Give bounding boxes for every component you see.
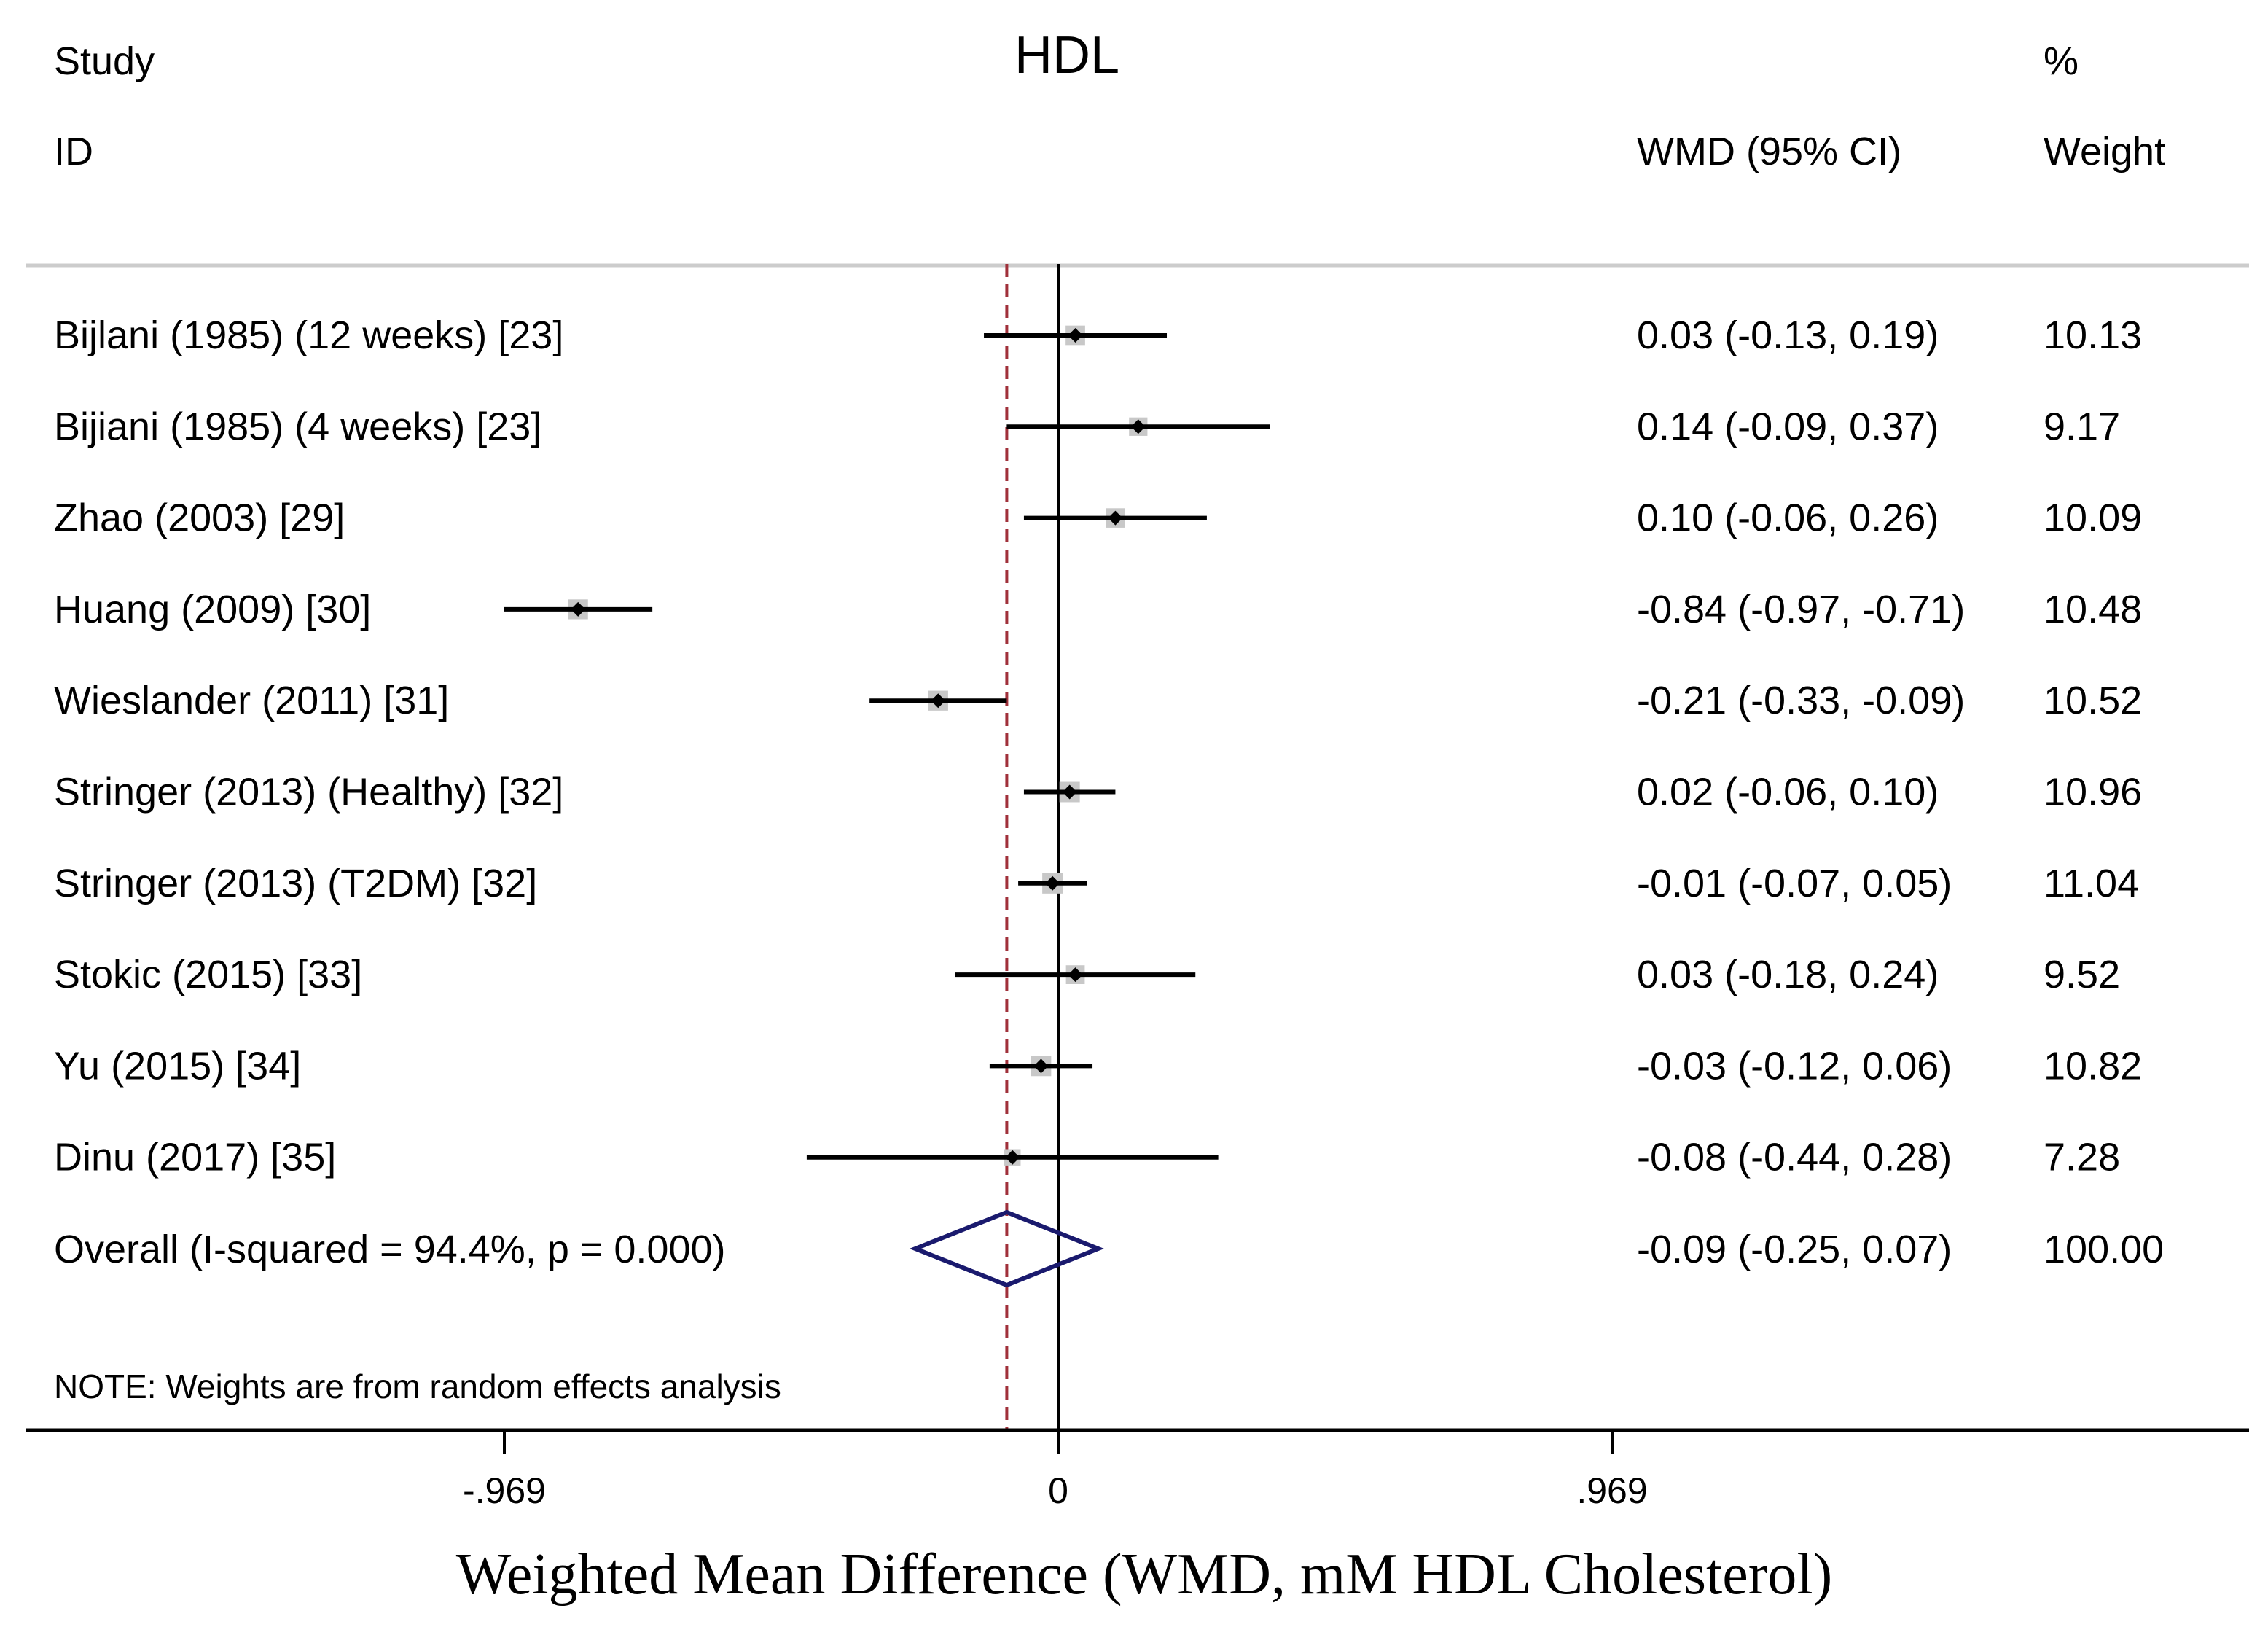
point-estimate <box>1045 875 1060 891</box>
study-row: Wieslander (2011) [31] -0.21 (-0.33, -0.0… <box>54 679 2142 722</box>
ci-text: -0.01 (-0.07, 0.05) <box>1637 862 1952 905</box>
weight-text: 9.17 <box>2044 405 2120 448</box>
study-row: Stringer (2013) (Healthy) [32] 0.02 (-0.0… <box>54 770 2142 814</box>
ci-text: 0.03 (-0.18, 0.24) <box>1637 953 1939 996</box>
study-row: Bijlani (1985) (12 weeks) [23] 0.03 (-0.1… <box>54 313 2142 357</box>
point-estimate <box>1062 784 1077 800</box>
overall-weight-text: 100.00 <box>2044 1228 2164 1271</box>
study-row: Stokic (2015) [33] 0.03 (-0.18, 0.24) 9.52 <box>54 953 2120 996</box>
id-header: ID <box>54 130 93 173</box>
weight-text: 7.28 <box>2044 1136 2120 1179</box>
point-estimate <box>1130 419 1146 434</box>
point-estimate <box>1068 328 1083 343</box>
study-label: Stringer (2013) (Healthy) [32] <box>54 770 563 814</box>
overall-label: Overall (I-squared = 94.4%, p = 0.000) <box>54 1228 726 1271</box>
overall-diamond <box>909 1209 1105 1288</box>
weight-text: 10.82 <box>2044 1044 2142 1088</box>
tick-label: .969 <box>1576 1470 1647 1511</box>
weight-text: 11.04 <box>2044 862 2139 905</box>
study-header: Study <box>54 39 155 83</box>
weight-text: 10.96 <box>2044 770 2142 814</box>
weight-text: 10.52 <box>2044 679 2142 722</box>
point-estimate <box>1068 967 1083 983</box>
point-estimate <box>1108 510 1123 526</box>
study-row: Zhao (2003) [29] 0.10 (-0.06, 0.26) 10.09 <box>54 496 2142 540</box>
study-row: Huang (2009) [30] -0.84 (-0.97, -0.71) 10.… <box>54 588 2142 631</box>
study-row: Stringer (2013) (T2DM) [32] -0.01 (-0.07,… <box>54 862 2139 905</box>
weight-text: 10.13 <box>2044 313 2142 357</box>
chart-title: HDL <box>1014 26 1119 85</box>
study-label: Zhao (2003) [29] <box>54 496 345 540</box>
study-row: Dinu (2017) [35] -0.08 (-0.44, 0.28) 7.28 <box>54 1136 2120 1179</box>
study-label: Stokic (2015) [33] <box>54 953 362 996</box>
ci-text: 0.03 (-0.13, 0.19) <box>1637 313 1939 357</box>
ci-text: -0.03 (-0.12, 0.06) <box>1637 1044 1952 1088</box>
study-label: Dinu (2017) [35] <box>54 1136 336 1179</box>
study-label: Bijiani (1985) (4 weeks) [23] <box>54 405 541 448</box>
study-label: Stringer (2013) (T2DM) [32] <box>54 862 537 905</box>
study-label: Wieslander (2011) [31] <box>54 679 449 722</box>
x-axis-ticks: -.969 0 .969 <box>463 1430 1648 1511</box>
weight-text: 10.09 <box>2044 496 2142 540</box>
overall-ci-text: -0.09 (-0.25, 0.07) <box>1637 1228 1952 1271</box>
ci-text: -0.08 (-0.44, 0.28) <box>1637 1136 1952 1179</box>
point-estimate <box>1033 1058 1049 1074</box>
ci-text: 0.10 (-0.06, 0.26) <box>1637 496 1939 540</box>
study-label: Yu (2015) [34] <box>54 1044 301 1088</box>
study-row: Bijiani (1985) (4 weeks) [23] 0.14 (-0.09… <box>54 405 2120 448</box>
study-row: Yu (2015) [34] -0.03 (-0.12, 0.06) 10.82 <box>54 1044 2142 1088</box>
ci-text: -0.84 (-0.97, -0.71) <box>1637 588 1965 631</box>
weight-text: 9.52 <box>2044 953 2120 996</box>
weights-note: NOTE: Weights are from random effects an… <box>54 1367 781 1405</box>
weight-text: 10.48 <box>2044 588 2142 631</box>
ci-text: 0.02 (-0.06, 0.10) <box>1637 770 1939 814</box>
study-rows: Bijlani (1985) (12 weeks) [23] 0.03 (-0.1… <box>54 313 2142 1179</box>
x-axis-label: Weighted Mean Difference (WMD, mM HDL Ch… <box>456 1542 1833 1607</box>
point-estimate <box>1005 1150 1020 1165</box>
tick-label: 0 <box>1048 1470 1068 1511</box>
point-estimate <box>931 693 946 709</box>
point-estimate <box>571 601 586 617</box>
study-label: Bijlani (1985) (12 weeks) [23] <box>54 313 563 357</box>
overall-row: Overall (I-squared = 94.4%, p = 0.000) -… <box>54 1209 2164 1288</box>
ci-text: 0.14 (-0.09, 0.37) <box>1637 405 1939 448</box>
weight-header: Weight <box>2044 130 2165 173</box>
ci-text: -0.21 (-0.33, -0.09) <box>1637 679 1965 722</box>
study-label: Huang (2009) [30] <box>54 588 371 631</box>
effect-header: WMD (95% CI) <box>1637 130 1901 173</box>
weight-header-percent: % <box>2044 39 2079 83</box>
tick-label: -.969 <box>463 1470 546 1511</box>
